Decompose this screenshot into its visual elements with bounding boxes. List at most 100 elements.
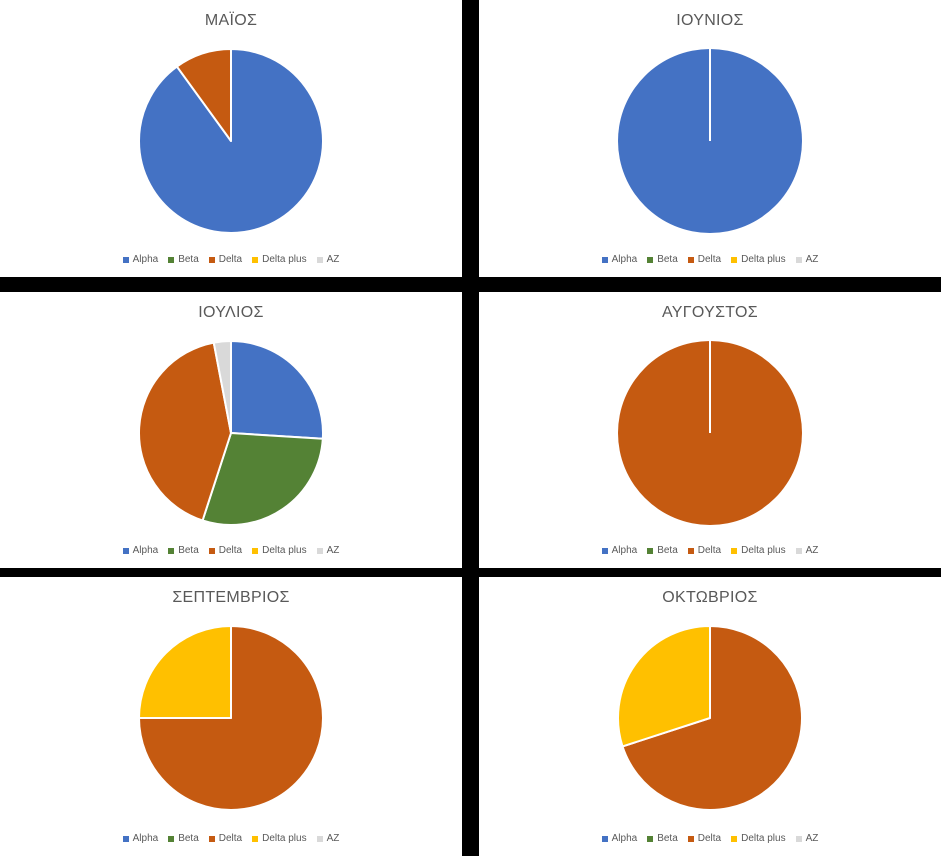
legend-item: AZ — [795, 833, 819, 844]
legend-swatch — [122, 835, 129, 842]
pie-slice-delta — [138, 625, 324, 811]
pie-slice-delta — [175, 48, 232, 142]
legend-item: Beta — [647, 254, 678, 265]
legend-item: AZ — [795, 254, 819, 265]
legend-swatch — [731, 256, 738, 263]
legend-swatch — [208, 256, 215, 263]
legend-label: AZ — [805, 545, 819, 556]
pie-slice-alpha — [230, 340, 324, 440]
pie-chart — [138, 625, 324, 811]
pie-chart — [618, 49, 802, 233]
legend-label: Beta — [178, 545, 199, 556]
pie-slice-delta-plus — [617, 625, 711, 748]
legend-item: Delta plus — [252, 833, 307, 844]
legend-item: Delta — [208, 545, 243, 556]
chart-title: ΜΑΪΟΣ — [204, 12, 258, 29]
legend-item: Delta plus — [731, 254, 786, 265]
legend-swatch — [168, 835, 175, 842]
chart-panel-june: ΙΟΥΝΙΟΣ Alpha Beta Delta Delta plus AZ — [479, 0, 941, 277]
legend-label: Alpha — [611, 833, 638, 844]
legend-swatch — [252, 835, 259, 842]
chart-title: ΟΚΤΩΒΡΙΟΣ — [662, 589, 758, 606]
legend-swatch — [252, 547, 259, 554]
pie-slice-beta — [201, 432, 324, 526]
legend-swatch — [647, 547, 654, 554]
legend-label: Delta plus — [262, 545, 307, 556]
legend-swatch — [122, 256, 129, 263]
legend-swatch — [687, 256, 694, 263]
legend-swatch — [795, 547, 802, 554]
legend-swatch — [795, 256, 802, 263]
legend-item: Delta plus — [731, 833, 786, 844]
legend-label: AZ — [326, 254, 340, 265]
legend-label: Delta plus — [262, 833, 307, 844]
legend-swatch — [208, 835, 215, 842]
legend-item: Alpha — [601, 254, 637, 265]
legend-swatch — [731, 547, 738, 554]
legend-item: AZ — [316, 545, 340, 556]
legend-swatch — [316, 547, 323, 554]
pie-slice-az — [212, 340, 232, 434]
pie-slice-delta — [621, 625, 803, 811]
pie-slice-delta — [138, 341, 232, 522]
legend-label: Beta — [657, 545, 678, 556]
legend-item: Delta — [208, 833, 242, 844]
chart-legend: Alpha Beta Delta Delta plus AZ — [0, 254, 462, 265]
legend-swatch — [647, 835, 654, 842]
chart-panel-august: ΑΥΓΟΥΣΤΟΣ Alpha Beta Delta Delta plus AZ — [479, 292, 941, 568]
chart-panel-july: ΙΟΥΛΙΟΣ Alpha Beta Delta Delta plus AZ — [0, 292, 462, 568]
legend-label: Delta — [697, 833, 722, 844]
legend-swatch — [601, 256, 608, 263]
legend-label: Delta plus — [741, 833, 786, 844]
legend-label: AZ — [326, 545, 340, 556]
legend-swatch — [687, 547, 694, 554]
legend-item: Delta plus — [731, 545, 786, 556]
legend-label: Delta — [218, 545, 243, 556]
legend-item: Beta — [647, 545, 678, 556]
legend-item: Alpha — [122, 833, 159, 844]
legend-label: Alpha — [132, 833, 159, 844]
legend-label: Beta — [178, 833, 199, 844]
legend-label: Beta — [657, 254, 678, 265]
legend-item: Alpha — [122, 545, 158, 556]
legend-item: Beta — [647, 833, 678, 844]
chart-legend: Alpha Beta Delta Delta plus AZ — [0, 545, 462, 556]
legend-swatch — [252, 256, 259, 263]
legend-item: Alpha — [601, 545, 638, 556]
legend-label: AZ — [805, 833, 819, 844]
legend-item: Delta — [687, 833, 722, 844]
chart-legend: Alpha Beta Delta Delta plus AZ — [0, 833, 462, 844]
legend-label: AZ — [326, 833, 340, 844]
legend-item: Delta plus — [252, 545, 307, 556]
pie-chart — [138, 48, 324, 234]
legend-label: Delta — [697, 545, 722, 556]
legend-label: AZ — [805, 254, 819, 265]
legend-item: Beta — [168, 833, 199, 844]
legend-item: Delta — [687, 545, 722, 556]
legend-swatch — [647, 256, 654, 263]
pie-chart — [617, 625, 803, 811]
legend-swatch — [601, 835, 608, 842]
legend-item: Alpha — [122, 254, 158, 265]
legend-swatch — [601, 547, 608, 554]
legend-label: Beta — [178, 254, 199, 265]
legend-item: Delta — [208, 254, 243, 265]
legend-label: Delta — [697, 254, 722, 265]
legend-swatch — [795, 835, 802, 842]
legend-label: Alpha — [611, 545, 638, 556]
pie-chart — [138, 340, 324, 526]
legend-label: Delta plus — [262, 254, 307, 265]
pie-chart — [618, 341, 802, 525]
legend-label: Delta — [218, 254, 243, 265]
chart-panel-september: ΣΕΠΤΕΜΒΡΙΟΣ Alpha Beta Delta Delta plus AZ — [0, 577, 462, 856]
legend-swatch — [208, 547, 215, 554]
legend-label: Beta — [657, 833, 678, 844]
legend-item: Beta — [168, 254, 199, 265]
legend-label: Delta plus — [741, 545, 786, 556]
chart-title: ΙΟΥΛΙΟΣ — [198, 304, 264, 321]
legend-swatch — [168, 256, 175, 263]
legend-swatch — [731, 835, 738, 842]
legend-swatch — [316, 256, 323, 263]
chart-title: ΣΕΠΤΕΜΒΡΙΟΣ — [172, 589, 290, 606]
chart-title: ΙΟΥΝΙΟΣ — [676, 12, 744, 29]
